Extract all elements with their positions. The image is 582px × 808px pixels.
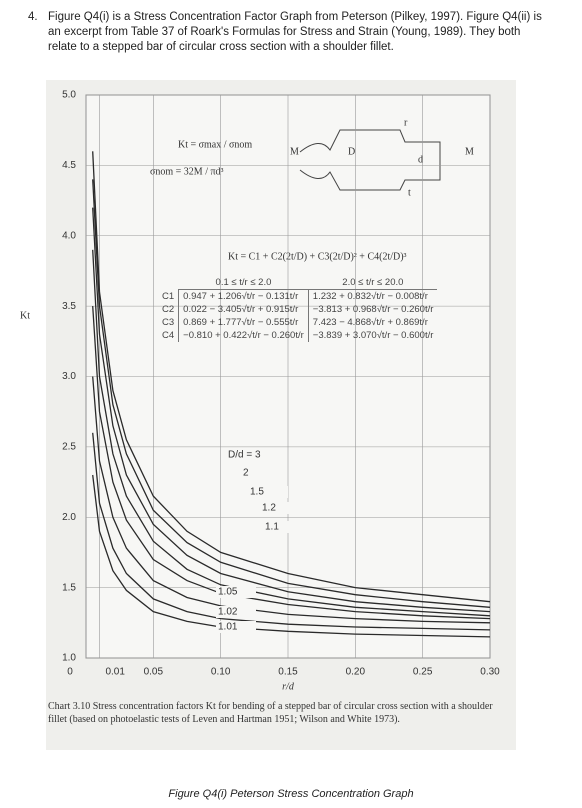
table-cell: 1.232 + 0.832√t/r − 0.008t/r xyxy=(312,291,428,302)
y-tick-label: 4.0 xyxy=(62,230,76,241)
curve xyxy=(92,249,491,617)
curve-label: 1.05 xyxy=(218,587,238,598)
x-tick-label: 0.05 xyxy=(144,667,164,678)
curve xyxy=(92,376,491,624)
label-bg xyxy=(241,467,281,479)
curve xyxy=(92,474,491,638)
curve xyxy=(92,151,491,603)
y-tick-label: 3.5 xyxy=(62,301,76,312)
table-cell: C3 xyxy=(158,316,180,329)
curve xyxy=(92,306,491,620)
table-cell: C2 xyxy=(158,303,180,316)
curve-label: 1.2 xyxy=(262,503,276,514)
x-tick-label: 0.30 xyxy=(480,667,500,678)
table-cell: 0.869 + 1.777√t/r − 0.555t/r xyxy=(178,316,309,329)
curve xyxy=(92,432,491,631)
table-row: C4 −0.810 + 0.422√t/r − 0.260t/r −3.839 + … xyxy=(158,329,437,342)
y-tick-label: 2.5 xyxy=(62,442,76,453)
coefficient-table: 0.1 ≤ t/r ≤ 2.0 2.0 ≤ t/r ≤ 20.0 C1 0.947 +… xyxy=(158,276,438,342)
header-cell: 2.0 ≤ t/r ≤ 20.0 xyxy=(308,276,438,290)
label-bg xyxy=(263,521,303,533)
curve-label: 1.5 xyxy=(250,487,264,498)
curve xyxy=(92,179,491,608)
label-bg xyxy=(260,502,300,514)
y-tick-label: 1.0 xyxy=(62,653,76,664)
label-bg xyxy=(216,586,256,598)
diameter-big: D xyxy=(348,146,355,157)
table-row: C3 0.869 + 1.777√t/r − 0.555t/r 7.423 − 4.… xyxy=(158,316,437,329)
radius: r xyxy=(404,117,408,128)
table-row: C1 0.947 + 1.206√t/r − 0.131t/r 1.232 + 0.… xyxy=(158,289,437,303)
x-tick-label: 0 xyxy=(67,667,73,678)
table-cell: −3.839 + 3.070√t/r − 0.600t/r xyxy=(312,330,434,341)
y-tick-label: 2.0 xyxy=(62,512,76,523)
table-cell: 0.022 − 3.405√t/r + 0.915t/r xyxy=(178,303,309,316)
diameter-small: d xyxy=(418,154,423,165)
y-tick-label: 1.5 xyxy=(62,582,76,593)
bar-sketch xyxy=(299,129,441,191)
x-tick-label: 0.01 xyxy=(105,667,125,678)
table-cell: 7.423 − 4.868√t/r + 0.869t/r xyxy=(312,317,428,328)
definition: Kt = σmax / σnom xyxy=(178,139,252,150)
label-bg xyxy=(226,449,266,461)
cell xyxy=(158,276,179,290)
label-bg xyxy=(248,486,288,498)
x-tick-label: 0.15 xyxy=(278,667,298,678)
table-cell: −3.813 + 0.968√t/r − 0.260t/r xyxy=(312,304,434,315)
question: 4. Figure Q4(i) is a Stress Concentration… xyxy=(28,10,548,55)
x-tick-label: 0.20 xyxy=(346,667,366,678)
table-cell: 0.947 + 1.206√t/r − 0.131t/r xyxy=(178,289,309,303)
formula: Kt = C1 + C2(2t/D) + C3(2t/D)² + C4(2t/D… xyxy=(228,251,407,262)
curve-label: 1.02 xyxy=(218,607,238,618)
step: t xyxy=(408,187,411,198)
y-tick-label: 3.0 xyxy=(62,371,76,382)
curve-label: D/d = 3 xyxy=(228,450,261,461)
y-tick-label: 4.5 xyxy=(62,160,76,171)
nominal-stress: σnom = 32M / πd³ xyxy=(150,166,224,177)
header-cell: 0.1 ≤ t/r ≤ 2.0 xyxy=(178,276,309,290)
table-row: C2 0.022 − 3.405√t/r + 0.915t/r −3.813 + 0… xyxy=(158,303,437,316)
curve-label: 2 xyxy=(243,468,249,479)
question-text: Figure Q4(i) is a Stress Concentration F… xyxy=(48,11,542,53)
label-bg xyxy=(216,621,256,633)
y-axis-label: Kt xyxy=(20,310,30,321)
table-header: 0.1 ≤ t/r ≤ 2.0 2.0 ≤ t/r ≤ 20.0 xyxy=(158,276,438,290)
label-bg xyxy=(216,606,256,618)
chart-caption: Chart 3.10 Stress concentration factors … xyxy=(48,701,493,725)
table-cell: −0.810 + 0.422√t/r − 0.260t/r xyxy=(178,329,309,342)
curve-label: 1.1 xyxy=(265,522,279,533)
moment-left: M xyxy=(290,146,299,157)
table-cell: C4 xyxy=(158,329,180,342)
curve xyxy=(92,207,491,613)
x-tick-label: 0.10 xyxy=(211,667,231,678)
x-axis-label: r/d xyxy=(282,681,295,692)
table-cell: C1 xyxy=(158,289,180,303)
y-tick-label: 5.0 xyxy=(62,90,76,101)
figure-caption: Figure Q4(i) Peterson Stress Concentrati… xyxy=(168,788,414,800)
x-tick-label: 0.25 xyxy=(413,667,433,678)
question-number: 4. xyxy=(28,11,38,23)
moment-right: M xyxy=(465,146,474,157)
curve-label: 1.01 xyxy=(218,622,238,633)
